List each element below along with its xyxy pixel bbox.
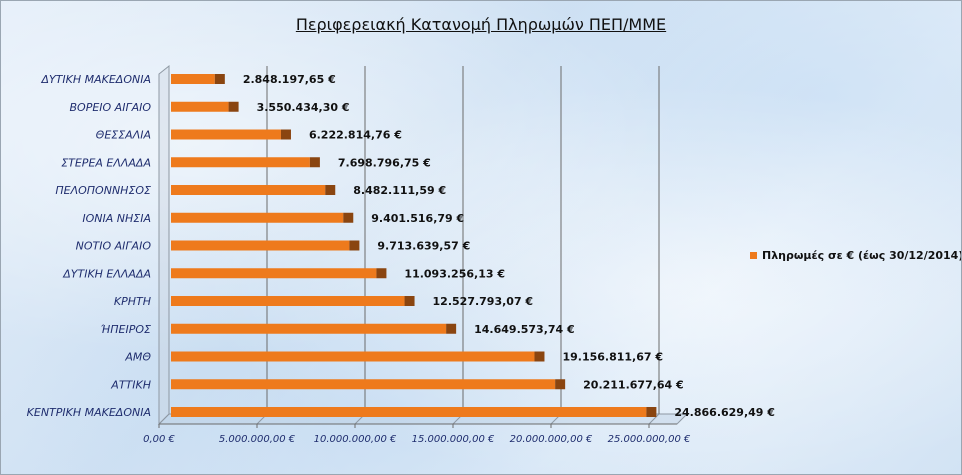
x-tick-label: 10.000.000,00 € (314, 434, 397, 445)
category-label: ΘΕΣΣΑΛΙΑ (96, 129, 151, 142)
bar-end-cap (555, 379, 566, 390)
gridline-floor (648, 413, 660, 425)
bar-end-cap (343, 212, 354, 223)
data-label: 24.866.629,49 € (674, 406, 775, 419)
x-tick-label: 15.000.000,00 € (412, 434, 495, 445)
data-label: 9.713.639,57 € (377, 240, 470, 253)
data-label: 6.222.814,76 € (309, 129, 402, 142)
bar (171, 351, 535, 362)
category-label: ΒΟΡΕΙΟ ΑΙΓΑΙΟ (69, 101, 151, 114)
bar (171, 296, 405, 306)
data-label: 3.550.434,30 € (257, 101, 350, 114)
bar-end-cap (309, 157, 320, 168)
data-label: 2.848.197,65 € (243, 73, 336, 86)
data-label: 20.211.677,64 € (583, 378, 684, 391)
chart-title: Περιφερειακή Κατανομή Πληρωμών ΠΕΠ/ΜΜΕ (295, 15, 667, 34)
bar-end-cap (228, 101, 239, 112)
legend-swatch (750, 252, 757, 259)
category-label: ΣΤΕΡΕΑ ΕΛΛΑΔΑ (61, 156, 151, 169)
category-label: ΑΤΤΙΚΗ (110, 378, 151, 391)
bar (171, 129, 281, 140)
bar-end-cap (214, 74, 225, 84)
data-label: 8.482.111,59 € (353, 184, 446, 197)
category-label: ΠΕΛΟΠΟΝΝΗΣΟΣ (55, 184, 151, 197)
bar-end-cap (325, 185, 336, 195)
data-label: 12.527.793,07 € (433, 295, 534, 308)
bar-end-cap (404, 296, 415, 306)
plot-side-wall (158, 64, 170, 426)
category-label: ΔΥΤΙΚΗ ΕΛΛΑΔΑ (62, 267, 151, 280)
category-label: ΝΟΤΙΟ ΑΙΓΑΙΟ (76, 240, 152, 253)
bar (171, 185, 326, 195)
bar-end-cap (446, 323, 457, 334)
category-label: ΚΕΝΤΡΙΚΗ ΜΑΚΕΔΟΝΙΑ (27, 406, 151, 419)
bar (171, 212, 344, 223)
bar (171, 407, 647, 417)
bar-end-cap (534, 351, 545, 362)
bar-end-cap (646, 407, 657, 417)
bar (171, 74, 215, 84)
bar (171, 240, 350, 251)
data-label: 9.401.516,79 € (371, 212, 464, 225)
data-label: 11.093.256,13 € (404, 267, 505, 280)
bar (171, 101, 229, 112)
bar (171, 379, 556, 390)
category-label: ΑΜΘ (124, 351, 151, 364)
category-label: ΔΥΤΙΚΗ ΜΑΚΕΔΟΝΙΑ (40, 73, 151, 86)
bar (171, 157, 310, 168)
bar-end-cap (280, 129, 291, 140)
x-tick-label: 20.000.000,00 € (510, 434, 593, 445)
x-tick-label: 5.000.000,00 € (219, 434, 296, 445)
x-tick-label: 0,00 € (143, 434, 175, 445)
data-label: 7.698.796,75 € (338, 156, 431, 169)
category-label: ΚΡΗΤΗ (114, 295, 151, 308)
bar (171, 268, 377, 279)
x-tick-label: 25.000.000,00 € (608, 434, 691, 445)
data-label: 19.156.811,67 € (562, 351, 663, 364)
data-label: 14.649.573,74 € (474, 323, 575, 336)
category-label: ΙΟΝΙΑ ΝΗΣΙΑ (82, 212, 151, 225)
bar-end-cap (349, 240, 360, 251)
legend-label: Πληρωμές σε € (έως 30/12/2014) (762, 249, 961, 262)
bar (171, 323, 447, 334)
bar-end-cap (376, 268, 387, 279)
category-label: ΉΠΕΙΡΟΣ (100, 323, 151, 336)
